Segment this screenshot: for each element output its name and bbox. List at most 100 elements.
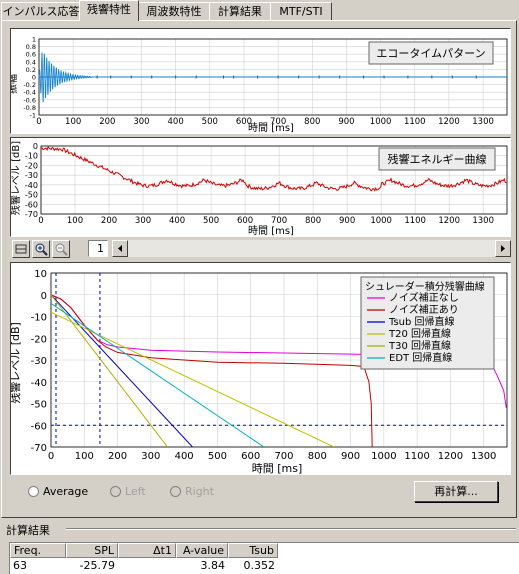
cell-dt1 bbox=[118, 559, 176, 573]
energy-plot-panel: 0 -10 -20 -30 -40 -50 -60 -70 0 100 200 300 400 500 60… bbox=[9, 137, 511, 237]
decay-xtick-label: 500 bbox=[208, 451, 227, 462]
zoom-out-icon bbox=[55, 243, 68, 256]
decay-ytick-label: -40 bbox=[31, 378, 47, 389]
series-line-4 bbox=[51, 294, 168, 447]
energy-ytick-label: -10 bbox=[25, 152, 38, 161]
energy-plot: 0-10-20-30-40-50-60-700 100 200 300 400 500 60… bbox=[9, 141, 508, 237]
arrow-right-icon bbox=[501, 245, 505, 252]
radio-left-label: Left bbox=[125, 485, 146, 498]
decay-xtick-label: 600 bbox=[241, 451, 260, 462]
echo-plot-panel: 1 0.8 0.6 0.4 0.2 0 -0.2 -0.4 -0.6 -0.8 -1 0 100 200 3… bbox=[6, 28, 511, 134]
energy-xtick-label: 600 bbox=[237, 216, 253, 226]
results-section-label: 計算結果 bbox=[6, 524, 50, 537]
scroll-right-button[interactable] bbox=[495, 240, 511, 257]
radio-right-label: Right bbox=[185, 485, 214, 498]
cell-tsub: 0.352 bbox=[243, 559, 276, 572]
series-line-5 bbox=[51, 302, 265, 447]
energy-xtick-label: 1000 bbox=[370, 216, 392, 226]
tab-impulse-response[interactable]: インパルス応答 bbox=[1, 2, 81, 20]
radio-left[interactable]: Left bbox=[110, 485, 146, 499]
header-avalue[interactable]: A-value bbox=[176, 543, 228, 558]
echo-xtick-label: 0 bbox=[36, 117, 41, 127]
decay-ytick-label: -20 bbox=[31, 334, 47, 345]
echo-xtick-label: 400 bbox=[168, 117, 184, 127]
energy-xtick-label: 1200 bbox=[438, 216, 460, 226]
header-freq[interactable]: Freq. bbox=[10, 543, 66, 558]
decay-ytick-label: 0 bbox=[41, 291, 47, 302]
tab-bar: インパルス応答 残響特性 周波数特性 計算結果 MTF/STI bbox=[0, 0, 519, 21]
energy-ytick-label: -50 bbox=[25, 191, 38, 200]
tab-mtf-sti[interactable]: MTF/STI bbox=[270, 2, 332, 20]
echo-xtick-label: 600 bbox=[236, 117, 252, 127]
echo-ytick-label: -0.4 bbox=[23, 89, 36, 97]
radio-average[interactable]: Average bbox=[28, 485, 88, 499]
radio-right[interactable]: Right bbox=[170, 485, 214, 499]
echo-xtick-label: 300 bbox=[133, 117, 149, 127]
echo-ytick-label: 0.2 bbox=[26, 66, 36, 74]
legend-entry: T30 回帰直線 bbox=[388, 339, 451, 352]
fit-view-icon bbox=[15, 244, 27, 254]
echo-xtick-label: 1100 bbox=[404, 117, 426, 127]
energy-xtick-label: 1100 bbox=[404, 216, 426, 226]
energy-xtick-label: 500 bbox=[203, 216, 219, 226]
header-spl[interactable]: SPL bbox=[66, 543, 118, 558]
tab-frequency[interactable]: 周波数特性 bbox=[138, 2, 210, 20]
section-divider bbox=[66, 528, 516, 530]
cell-spl: -25.79 bbox=[79, 559, 115, 572]
decay-xtick-label: 1100 bbox=[404, 451, 429, 462]
energy-xtick-label: 300 bbox=[135, 216, 151, 226]
arrow-left-icon bbox=[118, 245, 122, 252]
echo-ytick-label: -1 bbox=[30, 112, 36, 120]
echo-xtick-label: 700 bbox=[270, 117, 286, 127]
decay-xtick-label: 300 bbox=[141, 451, 160, 462]
echo-xtick-label: 1200 bbox=[438, 117, 460, 127]
echo-xtick-label: 1300 bbox=[472, 117, 494, 127]
decay-xtick-label: 0 bbox=[48, 451, 54, 462]
horizontal-scrollbar[interactable] bbox=[112, 240, 511, 257]
header-dt1[interactable]: Δt1 bbox=[118, 543, 176, 558]
decay-ytick-label: -50 bbox=[31, 400, 47, 411]
decay-ytick-label: -30 bbox=[31, 356, 47, 367]
energy-xtick-label: 0 bbox=[38, 216, 43, 226]
series-line-2 bbox=[51, 294, 193, 447]
echo-ytick-label: 0.8 bbox=[26, 43, 36, 51]
decay-ytick-label: -70 bbox=[31, 443, 47, 454]
scroll-left-button[interactable] bbox=[112, 240, 128, 257]
zoom-in-button[interactable] bbox=[32, 240, 50, 258]
fit-view-button[interactable] bbox=[12, 240, 30, 258]
radio-circle-icon bbox=[28, 486, 39, 497]
radio-circle-icon bbox=[110, 486, 121, 497]
energy-ytick-label: -40 bbox=[25, 181, 38, 190]
decay-xtick-label: 800 bbox=[308, 451, 327, 462]
energy-ytick-label: -60 bbox=[25, 200, 38, 209]
impulse-waveform bbox=[38, 52, 92, 103]
energy-legend: 残響エネルギー曲線 bbox=[388, 152, 487, 166]
decay-xtick-label: 1000 bbox=[371, 451, 396, 462]
echo-ytick-label: 0 bbox=[32, 74, 36, 82]
header-tsub[interactable]: Tsub bbox=[228, 543, 278, 558]
recalculate-button[interactable]: 再計算... bbox=[414, 481, 498, 502]
zoom-out-button[interactable] bbox=[52, 240, 70, 258]
decay-chart: 100-10-20-30-40-50-60-700 100 200 300 400 500… bbox=[8, 269, 508, 475]
energy-ytick-label: -20 bbox=[25, 161, 38, 170]
page-number-field[interactable]: 1 bbox=[88, 240, 108, 257]
decay-xtick-label: 700 bbox=[274, 451, 293, 462]
tab-reverberation[interactable]: 残響特性 bbox=[79, 0, 139, 21]
cell-freq: 63 bbox=[13, 559, 27, 572]
echo-xtick-label: 1000 bbox=[370, 117, 392, 127]
decay-xlabel: 時間 [ms] bbox=[252, 462, 303, 474]
echo-xtick-label: 800 bbox=[304, 117, 320, 127]
echo-ytick-label: 0.4 bbox=[26, 58, 36, 66]
echo-xtick-label: 100 bbox=[65, 117, 81, 127]
radio-average-label: Average bbox=[43, 485, 89, 498]
tab-results[interactable]: 計算結果 bbox=[209, 2, 271, 20]
energy-xtick-label: 900 bbox=[339, 216, 355, 226]
echo-xtick-label: 200 bbox=[99, 117, 115, 127]
energy-xlabel: 時間 [ms] bbox=[248, 225, 294, 236]
energy-xtick-label: 200 bbox=[101, 216, 117, 226]
results-table[interactable]: Freq. SPL Δt1 A-value Tsub 63 -25.79 3.8… bbox=[9, 542, 519, 574]
legend-entry: ノイズ補正あり bbox=[389, 303, 459, 316]
radio-circle-icon bbox=[170, 486, 181, 497]
decay-xtick-label: 200 bbox=[108, 451, 127, 462]
